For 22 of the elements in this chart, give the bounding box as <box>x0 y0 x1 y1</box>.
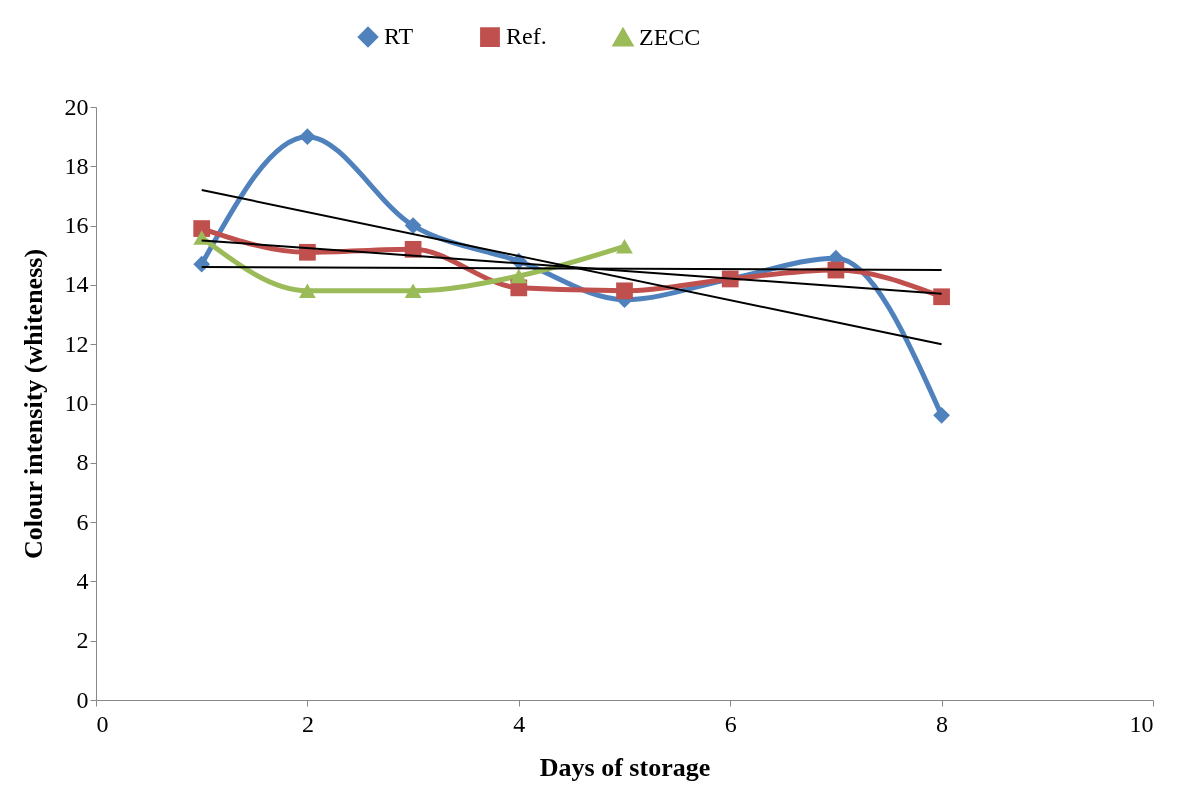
x-tick-label: 0 <box>96 710 109 737</box>
x-tick-label: 10 <box>1129 710 1154 737</box>
y-tick-label: 16 <box>64 212 89 239</box>
y-tick-label: 8 <box>76 449 89 476</box>
x-tick-label: 4 <box>513 710 526 737</box>
legend-label: Ref. <box>506 23 547 50</box>
y-tick-label: 18 <box>64 152 89 179</box>
x-axis-title: Days of storage <box>539 752 711 782</box>
y-tick-label: 0 <box>76 686 89 713</box>
x-tick-label: 8 <box>936 710 949 737</box>
y-tick-label: 2 <box>76 627 89 654</box>
x-tick-label: 2 <box>301 710 314 737</box>
legend-label: RT <box>384 23 414 50</box>
y-tick-label: 6 <box>76 508 89 535</box>
y-axis-title: Colour intensity (whiteness) <box>18 248 48 560</box>
y-tick-label: 20 <box>64 93 89 120</box>
legend-label: ZECC <box>639 23 701 50</box>
y-tick-label: 10 <box>64 390 89 416</box>
y-tick-label: 12 <box>64 330 89 357</box>
y-tick-label: 4 <box>76 567 89 594</box>
x-tick-label: 6 <box>724 710 737 737</box>
y-tick-label: 14 <box>64 271 89 298</box>
